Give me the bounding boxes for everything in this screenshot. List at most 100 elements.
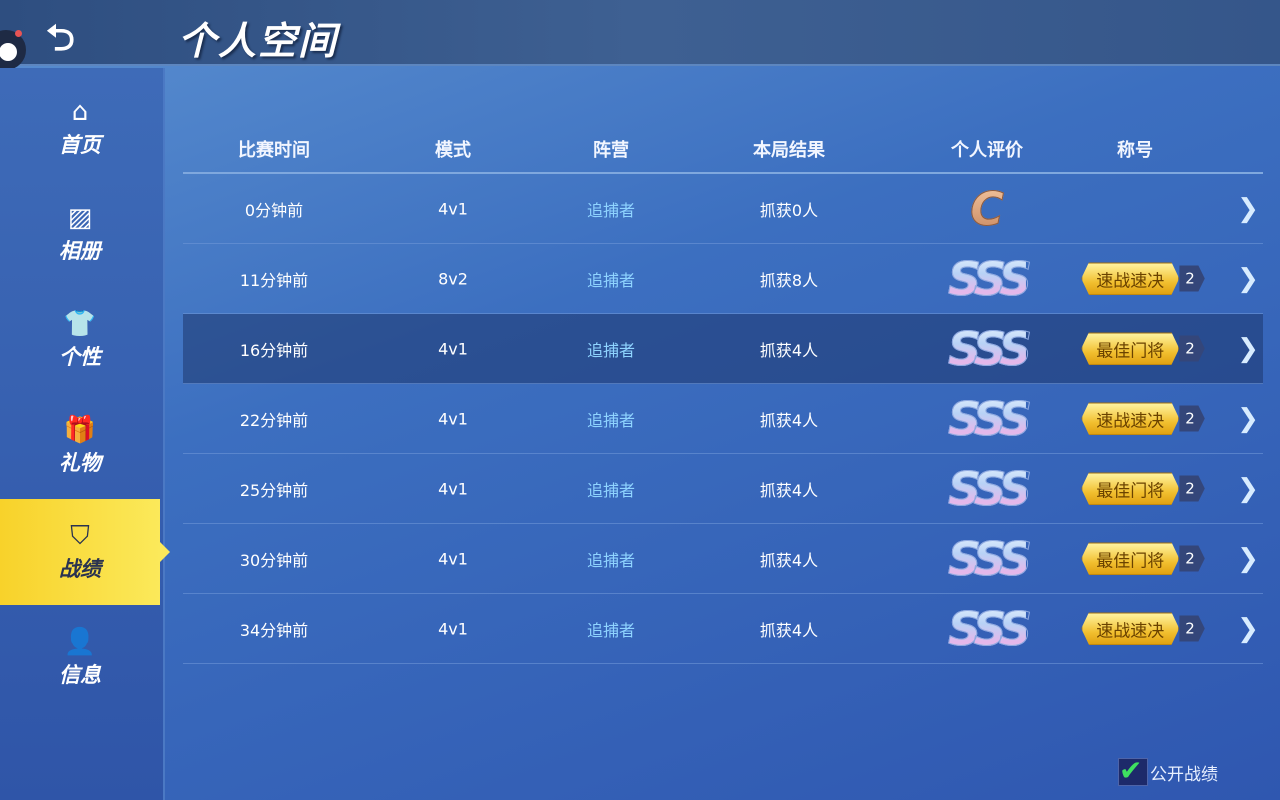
- sidebar-item-4[interactable]: ⛉ 战绩: [0, 499, 170, 605]
- match-result: 抓获8人: [759, 270, 819, 290]
- match-time: 16分钟前: [239, 340, 309, 360]
- public-record-toggle[interactable]: ✔ 公开战绩: [1118, 757, 1218, 786]
- sidebar-item-0[interactable]: ⌂ 首页: [0, 75, 160, 181]
- table-row[interactable]: 0分钟前 4v1 追捕者 抓获0人 C ❯: [183, 174, 1263, 244]
- title-badge: 速战速决 2: [1081, 262, 1205, 295]
- image-icon: ▨: [67, 203, 93, 233]
- match-time: 0分钟前: [244, 200, 304, 220]
- sidebar: [0, 68, 165, 800]
- sidebar-item-label: 个性: [59, 345, 101, 369]
- sidebar-item-1[interactable]: ▨ 相册: [0, 181, 160, 287]
- title-badge-count: 2: [1179, 405, 1205, 432]
- match-result: 抓获4人: [759, 410, 819, 430]
- sidebar-item-label: 首页: [59, 133, 101, 157]
- match-camp: 追捕者: [586, 550, 636, 570]
- match-result: 抓获4人: [759, 340, 819, 360]
- rating-grade: SSS: [947, 531, 1032, 586]
- match-history-table: 比赛时间 模式 阵营 本局结果 个人评价 称号 0分钟前 4v1 追捕者 抓获0…: [183, 120, 1263, 664]
- chevron-right-icon[interactable]: ❯: [1237, 193, 1259, 224]
- rating-grade: SSS: [947, 601, 1032, 656]
- match-camp: 追捕者: [586, 480, 636, 500]
- home-icon: ⌂: [71, 97, 89, 127]
- user-icon: 👤: [63, 627, 97, 657]
- title-badge-count: 2: [1179, 545, 1205, 572]
- public-record-label: 公开战绩: [1150, 764, 1218, 785]
- title-badge-count: 2: [1179, 475, 1205, 502]
- chevron-right-icon[interactable]: ❯: [1237, 263, 1259, 294]
- title-badge-count: 2: [1179, 265, 1205, 292]
- match-time: 25分钟前: [239, 480, 309, 500]
- table-row[interactable]: 11分钟前 8v2 追捕者 抓获8人 SSS 速战速决 2 ❯: [183, 244, 1263, 314]
- match-mode: 4v1: [438, 619, 468, 638]
- col-title: 称号: [1117, 140, 1153, 161]
- title-badge-label: 最佳门将: [1081, 542, 1180, 575]
- chevron-right-icon[interactable]: ❯: [1237, 543, 1259, 574]
- match-mode: 8v2: [438, 269, 468, 288]
- table-row[interactable]: 22分钟前 4v1 追捕者 抓获4人 SSS 速战速决 2 ❯: [183, 384, 1263, 454]
- title-badge: 速战速决 2: [1081, 612, 1205, 645]
- sidebar-item-label: 相册: [59, 239, 101, 263]
- floating-assistant-button[interactable]: [0, 30, 26, 70]
- title-badge-label: 速战速决: [1081, 262, 1180, 295]
- match-camp: 追捕者: [586, 270, 636, 290]
- sidebar-item-2[interactable]: 👕 个性: [0, 287, 160, 393]
- title-badge-label: 最佳门将: [1081, 472, 1180, 505]
- chevron-right-icon[interactable]: ❯: [1237, 333, 1259, 364]
- col-rating: 个人评价: [951, 140, 1023, 161]
- header-bar: ⮌ 个人空间: [0, 0, 1280, 66]
- table-row[interactable]: 16分钟前 4v1 追捕者 抓获4人 SSS 最佳门将 2 ❯: [183, 314, 1263, 384]
- sidebar-item-5[interactable]: 👤 信息: [0, 605, 160, 711]
- match-result: 抓获0人: [759, 200, 819, 220]
- match-result: 抓获4人: [759, 620, 819, 640]
- title-badge: 最佳门将 2: [1081, 472, 1205, 505]
- chevron-right-icon[interactable]: ❯: [1237, 403, 1259, 434]
- col-result: 本局结果: [753, 140, 825, 161]
- match-mode: 4v1: [438, 339, 468, 358]
- match-mode: 4v1: [438, 479, 468, 498]
- table-row[interactable]: 34分钟前 4v1 追捕者 抓获4人 SSS 速战速决 2 ❯: [183, 594, 1263, 664]
- match-camp: 追捕者: [586, 200, 636, 220]
- return-arrow-icon: ⮌: [46, 18, 75, 59]
- title-badge-label: 速战速决: [1081, 612, 1180, 645]
- checkbox-checked-icon[interactable]: ✔: [1118, 757, 1148, 786]
- match-result: 抓获4人: [759, 550, 819, 570]
- table-header: 比赛时间 模式 阵营 本局结果 个人评价 称号: [183, 120, 1263, 174]
- chevron-right-icon[interactable]: ❯: [1237, 473, 1259, 504]
- match-mode: 4v1: [438, 549, 468, 568]
- table-row[interactable]: 25分钟前 4v1 追捕者 抓获4人 SSS 最佳门将 2 ❯: [183, 454, 1263, 524]
- rating-grade: SSS: [947, 461, 1032, 516]
- match-time: 11分钟前: [239, 270, 309, 290]
- sidebar-item-3[interactable]: 🎁 礼物: [0, 393, 160, 499]
- sidebar-item-label: 信息: [59, 663, 101, 687]
- match-mode: 4v1: [438, 409, 468, 428]
- match-camp: 追捕者: [586, 410, 636, 430]
- shirt-icon: 👕: [63, 309, 97, 339]
- col-time: 比赛时间: [238, 140, 310, 161]
- notification-dot: [15, 30, 22, 37]
- title-badge: 最佳门将 2: [1081, 542, 1205, 575]
- match-mode: 4v1: [438, 199, 468, 218]
- rating-grade: SSS: [947, 321, 1032, 376]
- badge-icon: ⛉: [70, 521, 90, 551]
- title-badge-label: 最佳门将: [1081, 332, 1180, 365]
- match-camp: 追捕者: [586, 620, 636, 640]
- col-mode: 模式: [435, 140, 471, 161]
- match-time: 34分钟前: [239, 620, 309, 640]
- back-button[interactable]: ⮌: [46, 12, 75, 73]
- title-badge: 速战速决 2: [1081, 402, 1205, 435]
- match-time: 22分钟前: [239, 410, 309, 430]
- sidebar-item-label: 礼物: [59, 451, 101, 475]
- title-badge: 最佳门将 2: [1081, 332, 1205, 365]
- rating-grade: C: [970, 181, 1005, 236]
- sidebar-item-label: 战绩: [59, 557, 101, 581]
- match-time: 30分钟前: [239, 550, 309, 570]
- col-camp: 阵营: [593, 140, 629, 161]
- table-row[interactable]: 30分钟前 4v1 追捕者 抓获4人 SSS 最佳门将 2 ❯: [183, 524, 1263, 594]
- title-badge-label: 速战速决: [1081, 402, 1180, 435]
- match-camp: 追捕者: [586, 340, 636, 360]
- gift-icon: 🎁: [63, 415, 97, 445]
- title-badge-count: 2: [1179, 335, 1205, 362]
- rating-grade: SSS: [947, 251, 1032, 306]
- chevron-right-icon[interactable]: ❯: [1237, 613, 1259, 644]
- page-title: 个人空间: [178, 19, 339, 63]
